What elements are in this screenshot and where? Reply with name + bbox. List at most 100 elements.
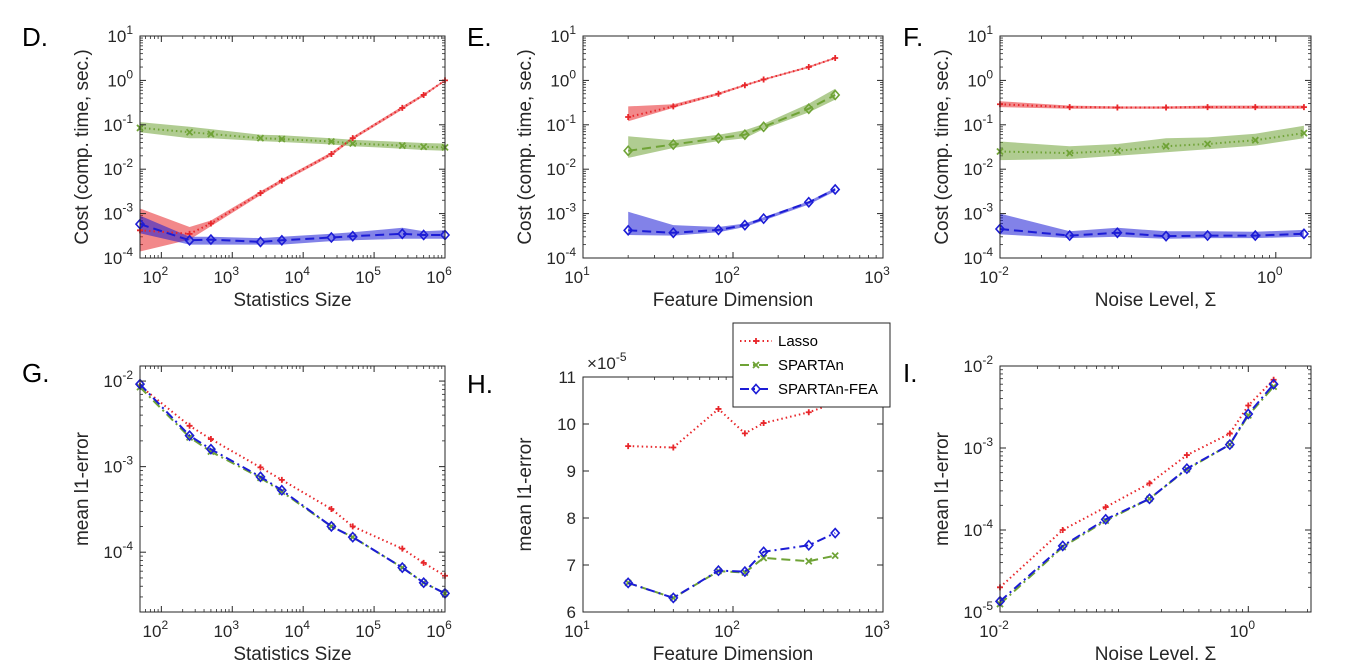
y-tick-label: 6 — [567, 603, 576, 622]
x-tick-label: 101 — [564, 618, 590, 641]
x-tick-label: 100 — [1257, 264, 1283, 287]
series-line — [140, 383, 445, 595]
data-point — [668, 227, 679, 239]
data-point — [326, 520, 337, 533]
data-point — [418, 576, 429, 589]
y-tick-label: 10-1 — [546, 112, 576, 135]
axes-frame — [139, 365, 446, 613]
y-tick-label: 10-2 — [963, 353, 993, 376]
data-point — [397, 228, 408, 240]
legend-marker — [753, 338, 759, 344]
data-point — [418, 229, 429, 241]
data-point — [623, 577, 634, 589]
legend-item-lasso: Lasso — [740, 333, 818, 350]
data-point — [276, 484, 287, 496]
legend-label: SPARTAn — [778, 357, 844, 374]
panel-g: G. 102 103 104 105 106 10-4 10-3 10-2 Statistics … — [22, 358, 452, 660]
band-spartan-fea — [140, 215, 445, 245]
data-point — [1268, 378, 1279, 390]
x-tick-label: 102 — [714, 264, 740, 287]
panel-d: D. 102 103 104 105 106 10-4 10-3 10-2 10-1 100 101 S… — [22, 22, 452, 311]
y-tick-label: 10-3 — [963, 435, 993, 458]
series-spartan-fea — [623, 527, 841, 604]
y-tick-label: 10-2 — [103, 156, 133, 179]
series-lasso — [997, 376, 1277, 591]
data-point — [805, 64, 812, 71]
data-point — [1251, 136, 1259, 144]
legend-item-spartan-fea: SPARTAn-FEA — [740, 381, 878, 398]
panel-f: F. 10-2 100 10-4 10-3 10-2 10-1 100 101 Noise Lev… — [903, 22, 1312, 311]
data-point — [758, 212, 769, 225]
data-point — [257, 190, 264, 197]
series-spartan — [624, 551, 839, 602]
data-point — [715, 405, 722, 412]
y-tick-label: 101 — [550, 23, 576, 46]
x-axis-label: Feature Dimension — [653, 290, 814, 311]
y-axis-label: mean l1-error — [932, 431, 953, 546]
x-axis-label: Feature Dimension — [653, 644, 814, 660]
y-tick-label: 10-4 — [963, 517, 993, 540]
data-point — [670, 103, 677, 110]
legend-marker — [752, 361, 760, 369]
x-tick-label: 101 — [564, 264, 590, 287]
series-line — [627, 554, 836, 599]
data-point — [668, 138, 679, 151]
data-point — [1183, 452, 1190, 459]
axes-frame — [582, 376, 884, 613]
data-point — [758, 546, 769, 558]
y-tick-label: 10-1 — [963, 112, 993, 135]
data-point — [713, 564, 724, 577]
data-point — [623, 224, 634, 237]
series-spartan-fea — [134, 378, 451, 600]
axes-frame — [139, 35, 446, 259]
series-spartan — [623, 89, 841, 157]
data-point — [739, 128, 750, 141]
data-point — [399, 545, 406, 552]
data-point — [1162, 142, 1170, 150]
data-point — [256, 134, 265, 142]
data-point — [1144, 493, 1155, 505]
data-point — [713, 132, 724, 144]
data-point — [1203, 140, 1212, 148]
data-point — [1226, 430, 1233, 437]
legend-label: SPARTAn-FEA — [778, 381, 878, 398]
y-tick-label: 101 — [967, 23, 993, 46]
data-point — [830, 527, 841, 539]
data-point — [420, 91, 427, 98]
axes-frame — [999, 35, 1312, 259]
data-point — [1114, 104, 1121, 111]
data-point — [349, 135, 356, 142]
y-axis-label: Cost (comp. time, sec.) — [72, 49, 93, 244]
data-point — [1146, 480, 1153, 487]
y-tick-label: 8 — [567, 509, 576, 528]
x-axis-label: Statistics Size — [233, 644, 351, 660]
data-point — [713, 224, 724, 236]
data-point — [1113, 147, 1122, 155]
minor-ticks — [139, 366, 445, 613]
panel-i: I. 10-2 100 10-5 10-4 10-3 10-2 Noise Level, Σ m… — [903, 353, 1312, 660]
series-line — [1000, 383, 1275, 603]
data-point — [349, 139, 357, 148]
data-point — [830, 89, 841, 101]
y-tick-label: 10-2 — [103, 368, 133, 391]
data-point — [715, 90, 722, 97]
data-point — [741, 430, 748, 437]
data-point — [670, 444, 677, 451]
data-point — [1163, 104, 1170, 111]
x-tick-label: 102 — [143, 264, 169, 287]
data-point — [739, 219, 750, 231]
series-line — [628, 94, 836, 152]
y-tick-label: 10-1 — [103, 112, 133, 135]
x-tick-label: 106 — [426, 618, 452, 641]
data-point — [398, 141, 406, 150]
data-point — [803, 539, 814, 551]
x-axis-label: Noise Level, Σ — [1095, 644, 1217, 660]
x-tick-label: 103 — [864, 264, 890, 287]
data-point — [184, 234, 195, 247]
data-point — [349, 523, 356, 530]
y-tick-label: 10-3 — [103, 201, 133, 224]
data-point — [760, 420, 767, 427]
data-point — [1243, 408, 1254, 420]
y-tick-label: 100 — [967, 67, 993, 90]
